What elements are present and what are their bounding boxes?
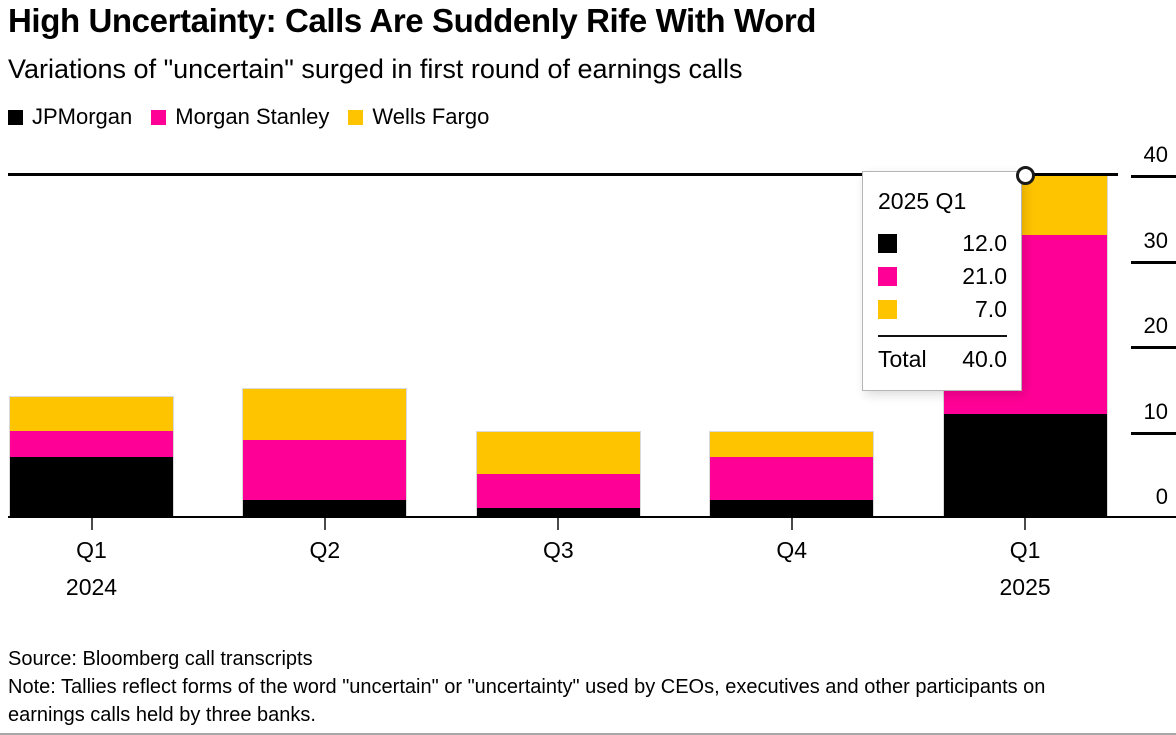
chart-subtitle: Variations of "uncertain" surged in firs… xyxy=(8,54,743,84)
x-axis-line xyxy=(8,516,1176,518)
bar-segment-q2-2024-morgan-stanley[interactable] xyxy=(243,440,407,500)
legend-label: Wells Fargo xyxy=(372,104,490,129)
chart-title: High Uncertainty: Calls Are Suddenly Rif… xyxy=(8,2,817,39)
tooltip: 2025 Q1 12.0 21.0 7.0 Total 40.0 xyxy=(862,171,1022,391)
legend-label: Morgan Stanley xyxy=(175,104,330,129)
top-gridline-40 xyxy=(8,173,1118,176)
bar-segment-q2-2024-jpmorgan[interactable] xyxy=(243,499,407,517)
y-axis-tick-10 xyxy=(1131,431,1176,435)
bar-q3-2024[interactable] xyxy=(476,431,640,518)
legend-item-wells-fargo: Wells Fargo xyxy=(348,104,489,130)
tooltip-value: 7.0 xyxy=(975,296,1007,322)
bar-q1-2024[interactable] xyxy=(10,397,173,517)
x-axis-label-q1-2024: Q1 xyxy=(76,537,107,563)
x-axis-label-q1-2025: Q1 xyxy=(1009,537,1041,563)
tooltip-swatch-icon xyxy=(878,267,897,286)
x-axis-year-label-2025: 2025 xyxy=(999,574,1051,600)
legend: JPMorgan Morgan Stanley Wells Fargo xyxy=(8,104,489,130)
legend-item-morgan-stanley: Morgan Stanley xyxy=(151,104,329,130)
y-axis-label-30: 30 xyxy=(1143,227,1168,253)
note-text: Note: Tallies reflect forms of the word … xyxy=(8,676,1046,726)
tooltip-total-label: Total xyxy=(878,345,927,372)
bar-segment-q3-2024-morgan-stanley[interactable] xyxy=(476,474,640,509)
bar-q1-2025[interactable] xyxy=(943,175,1107,517)
bar-segment-q3-2024-jpmorgan[interactable] xyxy=(476,508,640,517)
tooltip-total-row: Total 40.0 xyxy=(878,342,1007,376)
legend-swatch-icon xyxy=(348,109,364,125)
bar-segment-q1-2024-wells-fargo[interactable] xyxy=(10,397,173,432)
bar-segment-q1-2024-morgan-stanley[interactable] xyxy=(10,431,173,458)
x-axis-tick-q3-2024 xyxy=(557,518,560,530)
y-axis-label-10: 10 xyxy=(1143,398,1168,424)
bottom-divider xyxy=(0,733,1176,735)
x-axis-label-q3-2024: Q3 xyxy=(542,537,574,563)
tooltip-total-value: 40.0 xyxy=(962,345,1007,372)
bar-segment-q4-2024-wells-fargo[interactable] xyxy=(710,431,874,458)
tooltip-row-wells-fargo: 7.0 xyxy=(878,293,1007,326)
x-axis-label-q4-2024: Q4 xyxy=(776,537,808,563)
source-text: Source: Bloomberg call transcripts xyxy=(8,648,313,670)
y-axis-tick-40 xyxy=(1131,175,1176,178)
bar-segment-q2-2024-wells-fargo[interactable] xyxy=(243,388,407,441)
y-axis-label-0: 0 xyxy=(1155,484,1168,509)
bar-segment-q1-2024-jpmorgan[interactable] xyxy=(10,457,173,517)
y-axis-tick-30 xyxy=(1131,260,1176,264)
legend-item-jpmorgan: JPMorgan xyxy=(8,104,132,130)
y-axis-label-40: 40 xyxy=(1143,142,1168,167)
bar-segment-q4-2024-jpmorgan[interactable] xyxy=(710,499,874,517)
bar-segment-q3-2024-wells-fargo[interactable] xyxy=(476,431,640,475)
legend-label: JPMorgan xyxy=(32,104,133,129)
tooltip-swatch-icon xyxy=(878,300,897,319)
x-axis-year-label-2024: 2024 xyxy=(65,574,118,600)
tooltip-swatch-icon xyxy=(878,234,897,253)
tooltip-title: 2025 Q1 xyxy=(878,188,967,214)
bar-q4-2024[interactable] xyxy=(710,431,874,518)
tooltip-divider xyxy=(878,335,1007,337)
tooltip-value: 12.0 xyxy=(962,230,1007,256)
tooltip-row-morgan-stanley: 21.0 xyxy=(878,260,1007,293)
bar-segment-q1-2025-jpmorgan[interactable] xyxy=(943,414,1107,517)
x-axis-label-q2-2024: Q2 xyxy=(309,537,341,563)
bar-segment-q4-2024-morgan-stanley[interactable] xyxy=(710,457,874,500)
x-axis-tick-q4-2024 xyxy=(790,518,793,530)
legend-swatch-icon xyxy=(151,109,167,125)
tooltip-value: 21.0 xyxy=(962,263,1007,289)
x-axis-tick-q1-2025 xyxy=(1024,518,1027,530)
x-axis-tick-q2-2024 xyxy=(323,518,326,530)
tooltip-rows: 12.0 21.0 7.0 xyxy=(878,227,1007,326)
y-axis-tick-20 xyxy=(1131,346,1176,349)
y-axis-label-20: 20 xyxy=(1143,313,1168,338)
tooltip-row-jpmorgan: 12.0 xyxy=(878,227,1007,260)
bar-q2-2024[interactable] xyxy=(243,388,407,517)
x-axis-tick-q1-2024 xyxy=(90,518,93,530)
chart-footer: Source: Bloomberg call transcripts Note:… xyxy=(8,645,1068,729)
legend-swatch-icon xyxy=(8,109,23,125)
hover-point-marker-icon xyxy=(1016,166,1035,185)
